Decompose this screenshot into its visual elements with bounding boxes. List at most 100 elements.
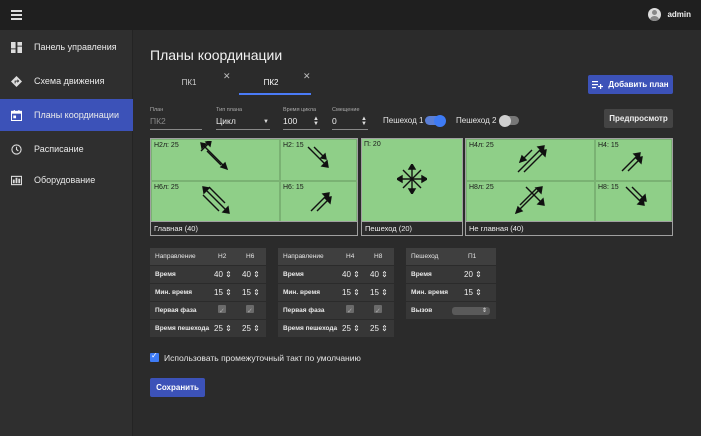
table-row: Время 40 ⇕ 40 ⇕ [150, 266, 266, 284]
min-time-input[interactable]: 15 ⇕ [214, 288, 232, 297]
phase-cell: Н2л: 25 [151, 139, 280, 181]
plan-input[interactable]: ПК2 [150, 116, 202, 130]
spinner-icon: ⇕ [481, 308, 487, 314]
phase-footer: Главная (40) [151, 221, 357, 235]
sidebar-item-coordination-plans[interactable]: Планы координации [0, 99, 133, 131]
calendar-icon [11, 109, 22, 121]
add-plan-label: Добавить план [608, 80, 669, 89]
time-input[interactable]: 20 ⇕ [464, 270, 482, 279]
direction-arrows-icon [625, 186, 647, 206]
directions-icon [11, 75, 22, 87]
ped1-toggle[interactable] [425, 114, 446, 127]
sidebar-item-equipment[interactable]: Оборудование [0, 164, 133, 196]
table-row: Время 40 ⇕ 40 ⇕ [278, 266, 394, 284]
plan-label: План [150, 107, 164, 113]
pedestrian-table: Пешеход П1 Время 20 ⇕ Мин. время 15 ⇕ Вы… [406, 248, 496, 320]
close-icon[interactable]: ✕ [303, 71, 311, 81]
min-time-input[interactable]: 15 ⇕ [342, 288, 360, 297]
sidebar-item-label: Панель управления [34, 42, 117, 52]
table-header: Пешеход П1 [406, 248, 496, 266]
phase-secondary[interactable]: Н4л: 25 Н4: 15 Н8л: 25 Н8: 15 Не главная… [465, 138, 673, 236]
save-button[interactable]: Сохранить [150, 378, 205, 397]
phase-footer: Не главная (40) [466, 221, 672, 235]
directions-table-main: Направление Н2 Н6 Время 40 ⇕ 40 ⇕ Мин. в… [150, 248, 266, 338]
phase-cell: Н4л: 25 [466, 139, 595, 181]
direction-arrows-icon [621, 152, 643, 172]
plan-field[interactable]: План ПК2 [150, 107, 202, 130]
playlist-add-icon [592, 80, 604, 89]
sidebar-item-dashboard[interactable]: Панель управления [0, 31, 133, 63]
dashboard-icon [11, 41, 22, 53]
ped-time-input[interactable]: 25 ⇕ [242, 324, 260, 333]
phase-main[interactable]: Н2л: 25 Н2: 15 Н6л: 25 Н6: 15 Главная (4… [150, 138, 358, 236]
equipment-icon [11, 175, 22, 185]
default-interstage-label: Использовать промежуточный такт по умолч… [164, 353, 361, 363]
tab-pk2[interactable]: ПК2 [263, 78, 279, 87]
sidebar-item-schedule[interactable]: Расписание [0, 133, 133, 165]
first-phase-checkbox[interactable] [218, 303, 226, 321]
direction-arrows-icon [307, 146, 329, 168]
ped-time-input[interactable]: 25 ⇕ [214, 324, 232, 333]
hamburger-icon[interactable] [11, 10, 22, 20]
sidebar-item-label: Расписание [34, 144, 84, 154]
ped-time-input[interactable]: 25 ⇕ [370, 324, 388, 333]
dropdown-arrow-icon: ▼ [263, 119, 269, 125]
table-row: Время пешехода 25 ⇕ 25 ⇕ [150, 320, 266, 338]
phase-cell: П: 20 [364, 141, 381, 148]
cycle-time-input[interactable]: 100 ▲ ▼ [283, 116, 320, 130]
ped-time-input[interactable]: 25 ⇕ [342, 324, 360, 333]
direction-arrows-icon [200, 141, 229, 171]
call-select[interactable]: ⇕ [452, 307, 490, 315]
table-row: Мин. время 15 ⇕ [406, 284, 496, 302]
cycle-time-field[interactable]: Время цикла 100 ▲ ▼ [283, 107, 320, 130]
sidebar-item-label: Схема движения [34, 76, 105, 86]
plan-type-select[interactable]: Цикл ▼ [216, 116, 270, 130]
direction-arrows-icon [310, 192, 332, 212]
ped2-label: Пешеход 2 [456, 116, 497, 125]
first-phase-checkbox[interactable] [346, 303, 354, 321]
direction-arrows-icon [202, 186, 230, 214]
phase-cell: Н4: 15 [595, 139, 672, 181]
phase-pedestrian[interactable]: П: 20 Пешеход (20) [361, 138, 463, 236]
tab-pk1[interactable]: ПК1 [181, 78, 197, 87]
add-plan-button[interactable]: Добавить план [588, 75, 673, 94]
sidebar-item-label: Оборудование [34, 175, 96, 185]
direction-arrows-icon [517, 145, 547, 173]
plan-type-field[interactable]: Тип плана Цикл ▼ [216, 107, 270, 130]
first-phase-checkbox[interactable] [246, 303, 254, 321]
time-input[interactable]: 40 ⇕ [370, 270, 388, 279]
ped2-toggle[interactable] [499, 114, 519, 127]
clock-icon [11, 143, 22, 155]
close-icon[interactable]: ✕ [223, 71, 231, 81]
default-interstage-checkbox[interactable] [150, 351, 159, 362]
directions-table-secondary: Направление Н4 Н8 Время 40 ⇕ 40 ⇕ Мин. в… [278, 248, 394, 338]
plan-type-label: Тип плана [216, 107, 243, 113]
table-row: Время 20 ⇕ [406, 266, 496, 284]
spinner-icon[interactable]: ▲ ▼ [313, 116, 319, 127]
cycle-time-label: Время цикла [283, 107, 317, 113]
user-menu[interactable]: admin [648, 8, 691, 21]
page-title: Планы координации [150, 47, 283, 63]
preview-button[interactable]: Предпросмотр [604, 109, 673, 128]
table-row: Время пешехода 25 ⇕ 25 ⇕ [278, 320, 394, 338]
min-time-input[interactable]: 15 ⇕ [242, 288, 260, 297]
offset-field[interactable]: Смещение 0 ▲ ▼ [332, 107, 368, 130]
time-input[interactable]: 40 ⇕ [342, 270, 360, 279]
user-name: admin [667, 10, 691, 19]
spinner-icon[interactable]: ▲ ▼ [361, 116, 367, 127]
table-header: Направление Н4 Н8 [278, 248, 394, 266]
sidebar-item-label: Планы координации [34, 110, 119, 120]
sidebar: Панель управления Схема движения Планы к… [0, 30, 133, 436]
min-time-input[interactable]: 15 ⇕ [370, 288, 388, 297]
pedestrian-crossing-icon [397, 164, 427, 194]
active-tab-indicator [239, 93, 311, 95]
time-input[interactable]: 40 ⇕ [242, 270, 260, 279]
table-row: Первая фаза [150, 302, 266, 321]
phase-cell: Н2: 15 [280, 139, 357, 181]
first-phase-checkbox[interactable] [374, 303, 382, 321]
sidebar-item-scheme[interactable]: Схема движения [0, 65, 133, 97]
top-bar: admin [0, 0, 701, 30]
offset-input[interactable]: 0 ▲ ▼ [332, 116, 368, 130]
min-time-input[interactable]: 15 ⇕ [464, 288, 482, 297]
time-input[interactable]: 40 ⇕ [214, 270, 232, 279]
